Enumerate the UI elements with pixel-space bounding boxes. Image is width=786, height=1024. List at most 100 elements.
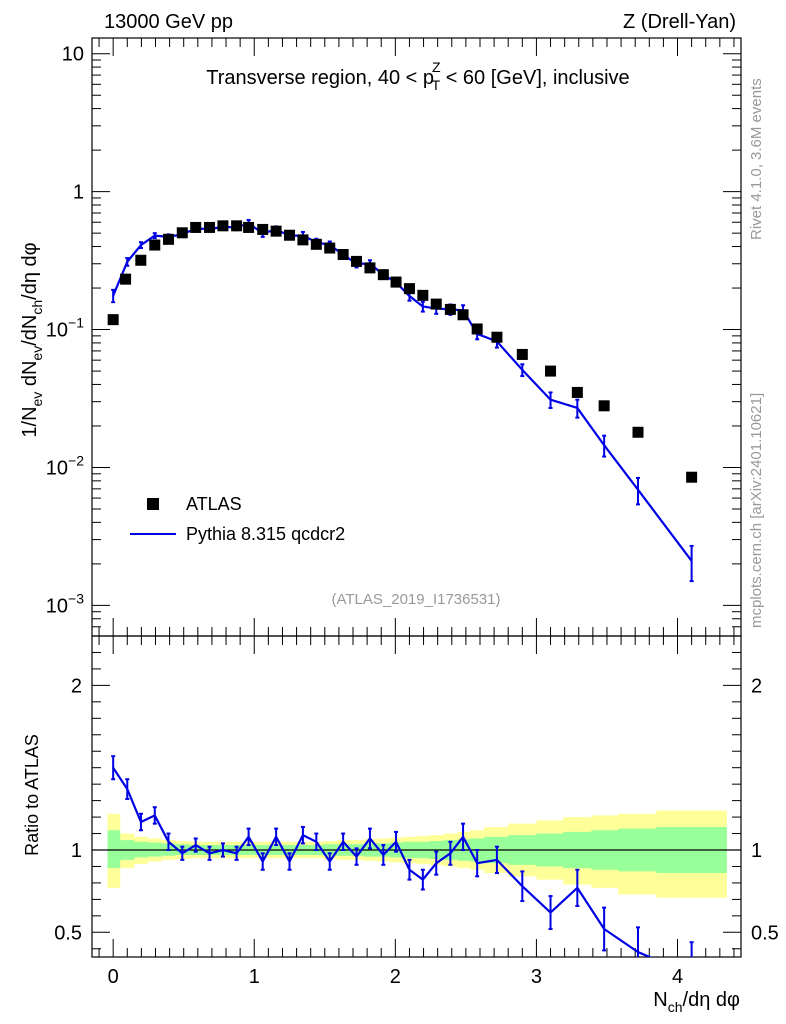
- atlas-data-point: [107, 314, 119, 326]
- ratio-error-group: [138, 812, 143, 832]
- atlas-data-point: [204, 221, 216, 233]
- atlas-data-point: [120, 273, 132, 285]
- atlas-data-point: [471, 323, 483, 335]
- ratio-error-group: [407, 858, 412, 881]
- ratio-error-group: [434, 850, 439, 876]
- ratio-y-tick-label-left: 2: [71, 675, 82, 697]
- ratio-y-tick-label-right: 0.5: [751, 922, 779, 944]
- mcplots-info-label: mcplots.cern.ch [arXiv:2401.10621]: [748, 393, 765, 628]
- ratio-error-group: [111, 755, 116, 781]
- atlas-data-point: [545, 365, 557, 377]
- ratio-y-tick-label-left: 1: [71, 840, 82, 862]
- header-process-label: Z (Drell-Yan): [623, 11, 736, 33]
- legend-atlas-marker: [147, 498, 159, 510]
- x-tick-label: 0: [108, 966, 119, 988]
- atlas-data-point: [190, 221, 202, 233]
- ratio-error-group: [520, 870, 525, 903]
- atlas-data-point: [351, 255, 363, 267]
- atlas-data-point: [135, 254, 147, 266]
- atlas-data-point: [444, 303, 456, 315]
- ratio-error-group: [354, 847, 359, 866]
- atlas-data-point: [217, 220, 229, 232]
- ratio-error-group: [475, 849, 480, 878]
- ratio-panel: 0 1 2 3 4 0.5 0.5 1 1 2 2: [54, 635, 779, 988]
- legend-atlas-label: ATLAS: [186, 494, 242, 514]
- ratio-error-group: [327, 852, 332, 871]
- ratio-error-group: [575, 868, 580, 907]
- atlas-data-point: [257, 223, 269, 235]
- x-tick-label: 3: [531, 966, 542, 988]
- main-y-tick-label: 10: [62, 44, 84, 66]
- ratio-error-group: [636, 926, 641, 957]
- ratio-error-group: [448, 840, 453, 866]
- ratio-error-group: [300, 825, 305, 845]
- main-y-tick-label: 10−1: [46, 315, 84, 342]
- ratio-error-group: [494, 845, 499, 875]
- atlas-data-point: [337, 249, 349, 261]
- atlas-data-point: [176, 227, 188, 239]
- legend-pythia-label: Pythia 8.315 qcdcr2: [186, 524, 345, 544]
- ratio-error-group: [193, 837, 198, 853]
- atlas-data-point: [516, 348, 528, 360]
- ratio-error-group: [367, 827, 372, 850]
- atlas-data-point: [417, 289, 429, 301]
- ratio-error-group: [287, 852, 292, 871]
- ratio-error-group: [689, 941, 694, 957]
- ratio-error-group: [314, 832, 319, 851]
- x-tick-label: 1: [249, 966, 260, 988]
- main-frame: [91, 37, 742, 637]
- ratio-y-axis-label: Ratio to ATLAS: [22, 734, 42, 856]
- ratio-y-tick-label-left: 0.5: [54, 922, 82, 944]
- atlas-data-point: [162, 233, 174, 245]
- ratio-error-group: [246, 827, 251, 847]
- ratio-error-group: [260, 852, 265, 871]
- atlas-data-point: [632, 426, 644, 438]
- atlas-data-point: [403, 283, 415, 295]
- ratio-error-group: [341, 832, 346, 851]
- x-axis-label: Nch/dη dφ: [653, 989, 740, 1015]
- ratio-error-group: [461, 822, 466, 851]
- analysis-source-label: (ATLAS_2019_I1736531): [331, 591, 500, 608]
- ratio-y-tick-label-right: 2: [751, 675, 762, 697]
- main-y-tick-label: 10−2: [46, 452, 84, 479]
- ratio-error-group: [220, 842, 225, 858]
- main-y-axis-label: 1/Nev dNev/dNch/dη dφ: [19, 242, 45, 437]
- header-energy-label: 13000 GeV pp: [104, 11, 233, 33]
- ratio-error-group: [166, 832, 171, 851]
- atlas-data-point: [243, 221, 255, 233]
- atlas-data-point: [598, 400, 610, 412]
- ratio-error-group: [420, 868, 425, 891]
- atlas-data-point: [297, 234, 309, 246]
- atlas-data-point: [430, 298, 442, 310]
- atlas-data-point: [310, 238, 322, 250]
- atlas-data-point: [457, 309, 469, 321]
- ratio-error-group: [381, 844, 386, 866]
- ratio-frame: [91, 635, 742, 958]
- ratio-error-group: [394, 830, 399, 853]
- atlas-data-point: [364, 262, 376, 274]
- x-tick-label: 2: [390, 966, 401, 988]
- ratio-error-group: [548, 895, 553, 931]
- atlas-data-point: [686, 471, 698, 483]
- ratio-error-group: [180, 845, 185, 861]
- legend: ATLAS Pythia 8.315 qcdcr2: [130, 494, 345, 544]
- ratio-error-group: [207, 845, 212, 861]
- atlas-data-point: [284, 229, 296, 241]
- x-tick-label: 4: [672, 966, 683, 988]
- ratio-error-group: [274, 827, 279, 847]
- atlas-data-point: [324, 242, 336, 254]
- main-y-tick-label: 10−3: [46, 590, 84, 617]
- ratio-error-group: [152, 806, 157, 825]
- ratio-error-group: [234, 845, 239, 861]
- atlas-data-point: [571, 386, 583, 398]
- main-panel: 10 1 10−1 10−2 10−3: [46, 37, 742, 637]
- atlas-data-point: [390, 276, 402, 288]
- ratio-error-group: [602, 906, 607, 952]
- main-y-tick-label: 1: [73, 182, 84, 204]
- atlas-data-point: [149, 239, 161, 251]
- atlas-data-point: [270, 225, 282, 237]
- rivet-info-label: Rivet 4.1.0, 3.6M events: [748, 78, 765, 240]
- ratio-y-tick-label-right: 1: [751, 840, 762, 862]
- ratio-error-group: [125, 778, 130, 800]
